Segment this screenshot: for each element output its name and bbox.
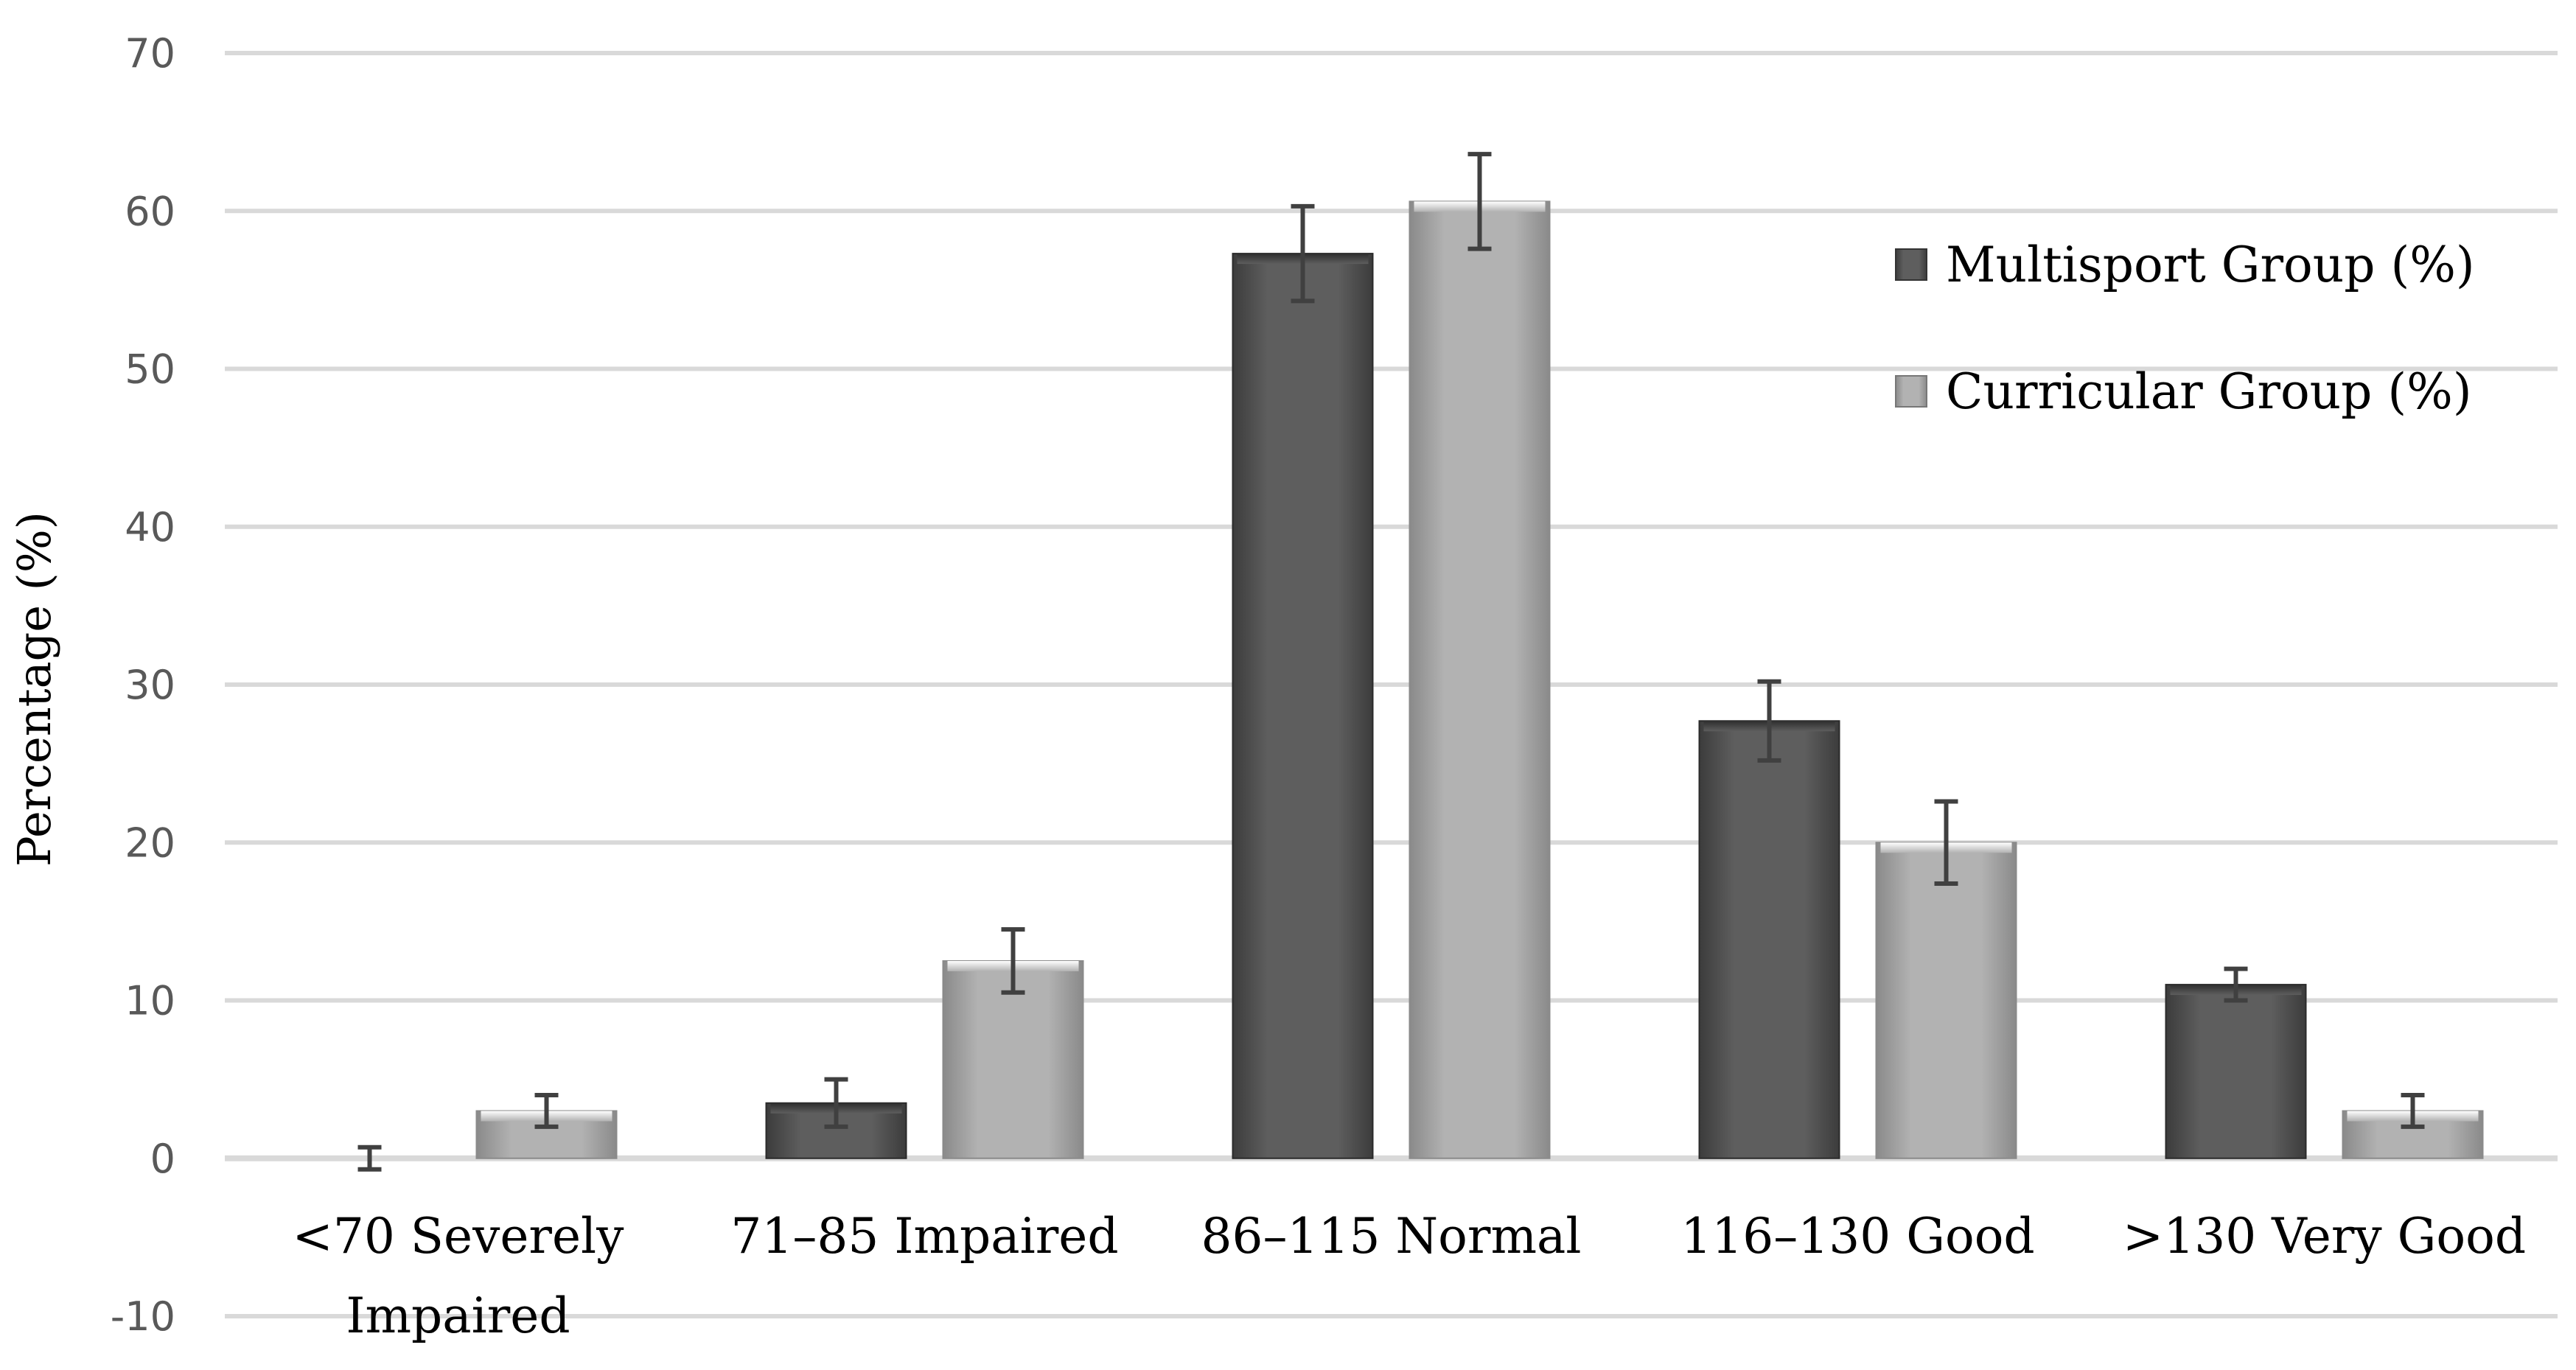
- error-bars: [357, 152, 2425, 1172]
- legend-label-multisport: Multisport Group (%): [1946, 237, 2475, 293]
- error-bar-multisport-1: [824, 1077, 848, 1129]
- bar-multisport-2: [1232, 253, 1374, 1159]
- y-tick-label: 0: [150, 1136, 175, 1182]
- x-category-label: >130 Very Good: [2123, 1208, 2526, 1265]
- y-axis-title: Percentage (%): [7, 511, 61, 867]
- legend-swatch-multisport: [1895, 248, 1927, 281]
- y-tick-label: 40: [125, 504, 175, 551]
- error-bar-multisport-3: [1757, 679, 1781, 763]
- error-bar-curricular-1: [1001, 927, 1025, 995]
- error-bar-curricular-4: [2401, 1093, 2425, 1129]
- bar-curricular-3: [1875, 842, 2017, 1159]
- bar-multisport-4: [2165, 984, 2307, 1159]
- y-tick-label: 50: [125, 346, 175, 393]
- error-bar-curricular-0: [534, 1093, 559, 1129]
- error-bar-multisport-0: [357, 1144, 382, 1172]
- x-category-label: <70 Severely Impaired: [293, 1208, 625, 1344]
- legend: Multisport Group (%) Curricular Group (%…: [1895, 237, 2475, 420]
- x-category-label: 116–130 Good: [1680, 1208, 2034, 1265]
- legend-label-curricular: Curricular Group (%): [1946, 363, 2472, 420]
- y-axis-tick-labels: -10 0 10 20 30 40 50 60 70: [111, 30, 175, 1340]
- bar-multisport-3: [1698, 720, 1840, 1159]
- y-tick-label: -10: [111, 1293, 175, 1340]
- y-tick-label: 70: [125, 30, 175, 77]
- error-bar-curricular-2: [1467, 152, 1492, 251]
- bar-curricular-2: [1409, 200, 1551, 1159]
- y-tick-label: 20: [125, 819, 175, 866]
- y-tick-label: 60: [125, 188, 175, 234]
- error-bar-multisport-4: [2224, 966, 2248, 1003]
- x-category-label: 86–115 Normal: [1201, 1208, 1581, 1265]
- y-tick-label: 30: [125, 662, 175, 708]
- x-axis-category-labels: <70 Severely Impaired 71–85 Impaired 86–115…: [293, 1208, 2527, 1344]
- error-bar-multisport-2: [1291, 203, 1315, 304]
- x-category-label: 71–85 Impaired: [730, 1208, 1118, 1265]
- y-tick-label: 10: [125, 978, 175, 1024]
- bars: [475, 200, 2484, 1159]
- bar-curricular-1: [942, 960, 1084, 1159]
- error-bar-curricular-3: [1934, 799, 1958, 886]
- legend-swatch-curricular: [1895, 375, 1927, 408]
